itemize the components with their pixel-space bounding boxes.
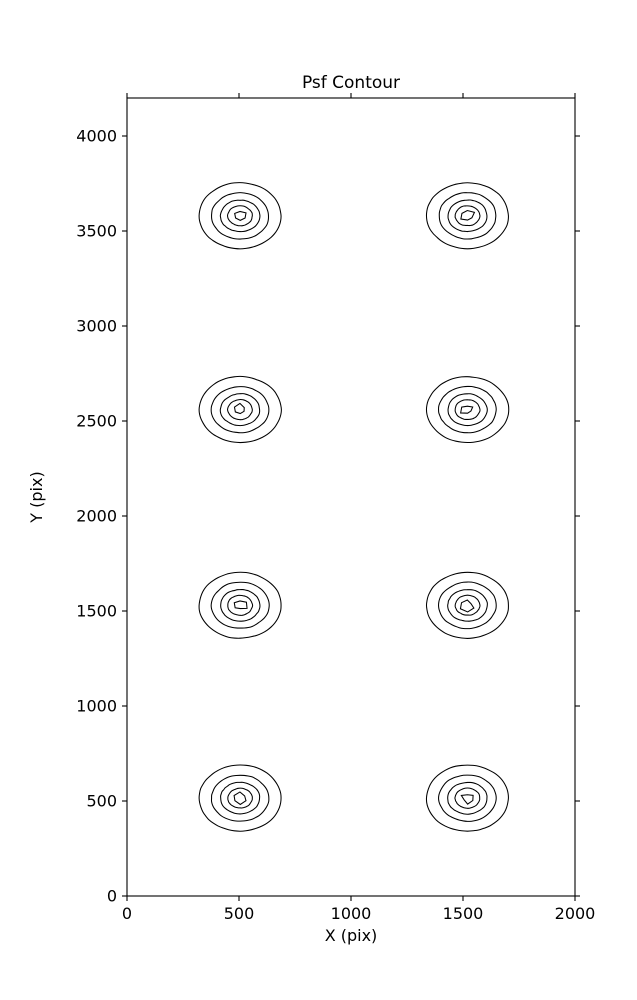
x-tick-label: 500 bbox=[224, 904, 255, 923]
contour-ring bbox=[211, 192, 270, 240]
y-tick-label: 1000 bbox=[76, 697, 117, 716]
contour-sources-layer bbox=[198, 182, 510, 832]
contour-ring bbox=[234, 210, 247, 221]
contour-ring bbox=[447, 393, 488, 427]
contour-ring bbox=[233, 402, 245, 415]
contour-ring bbox=[447, 781, 488, 815]
contour-ring bbox=[210, 386, 270, 434]
contour-ring bbox=[438, 385, 497, 434]
y-axis-label: Y (pix) bbox=[27, 471, 46, 523]
contour-ring bbox=[210, 581, 270, 629]
x-tick-label: 2000 bbox=[555, 904, 596, 923]
x-tick-label: 0 bbox=[122, 904, 132, 923]
contour-ring bbox=[198, 182, 282, 250]
contour-ring bbox=[460, 209, 476, 221]
x-tick-label: 1500 bbox=[443, 904, 484, 923]
contour-ring bbox=[459, 599, 475, 613]
psf-contour-source bbox=[198, 375, 282, 444]
contour-ring bbox=[219, 199, 261, 233]
contour-ring bbox=[227, 398, 253, 421]
contour-ring bbox=[447, 199, 488, 233]
contour-ring bbox=[425, 182, 509, 250]
y-tick-label: 0 bbox=[107, 887, 117, 906]
contour-ring bbox=[438, 581, 497, 630]
contour-ring bbox=[460, 794, 474, 805]
contour-ring bbox=[227, 787, 253, 809]
contour-ring bbox=[198, 764, 282, 832]
contour-ring bbox=[454, 399, 481, 420]
x-tick-label: 1000 bbox=[331, 904, 372, 923]
psf-contour-source bbox=[425, 764, 509, 832]
contour-ring bbox=[425, 764, 509, 832]
psf-contour-source bbox=[425, 571, 509, 639]
contour-ring bbox=[233, 600, 248, 610]
y-tick-label: 500 bbox=[86, 792, 117, 811]
psf-contour-source bbox=[425, 376, 510, 444]
x-axis-label: X (pix) bbox=[325, 926, 378, 945]
contour-ring bbox=[425, 571, 509, 639]
contour-ring bbox=[460, 405, 474, 414]
y-axis-ticks: 0 500 1000 1500 2000 2500 3000 3500 4000 bbox=[76, 127, 580, 906]
contour-ring bbox=[227, 205, 253, 227]
y-tick-label: 2000 bbox=[76, 507, 117, 526]
contour-ring bbox=[454, 787, 481, 809]
plot-title: Psf Contour bbox=[302, 73, 400, 93]
y-tick-label: 3000 bbox=[76, 317, 117, 336]
psf-contour-source bbox=[198, 182, 282, 250]
y-tick-label: 3500 bbox=[76, 222, 117, 241]
contour-ring bbox=[220, 589, 261, 622]
psf-contour-source bbox=[198, 764, 282, 832]
contour-ring bbox=[454, 594, 481, 616]
y-tick-label: 2500 bbox=[76, 412, 117, 431]
x-axis-ticks: 0 500 1000 1500 2000 bbox=[122, 93, 595, 923]
contour-ring bbox=[220, 781, 261, 815]
contour-ring bbox=[233, 791, 247, 806]
psf-contour-source bbox=[198, 571, 282, 639]
psf-contour-source bbox=[425, 182, 509, 250]
contour-ring bbox=[198, 571, 282, 639]
contour-ring bbox=[438, 774, 497, 822]
contour-ring bbox=[425, 376, 510, 444]
contour-ring bbox=[198, 375, 282, 444]
contour-ring bbox=[210, 774, 270, 822]
y-tick-label: 1500 bbox=[76, 602, 117, 621]
y-tick-label: 4000 bbox=[76, 127, 117, 146]
contour-ring bbox=[454, 205, 481, 227]
contour-ring bbox=[227, 594, 254, 616]
contour-ring bbox=[447, 589, 488, 622]
contour-ring bbox=[219, 393, 261, 427]
contour-ring bbox=[438, 192, 497, 240]
